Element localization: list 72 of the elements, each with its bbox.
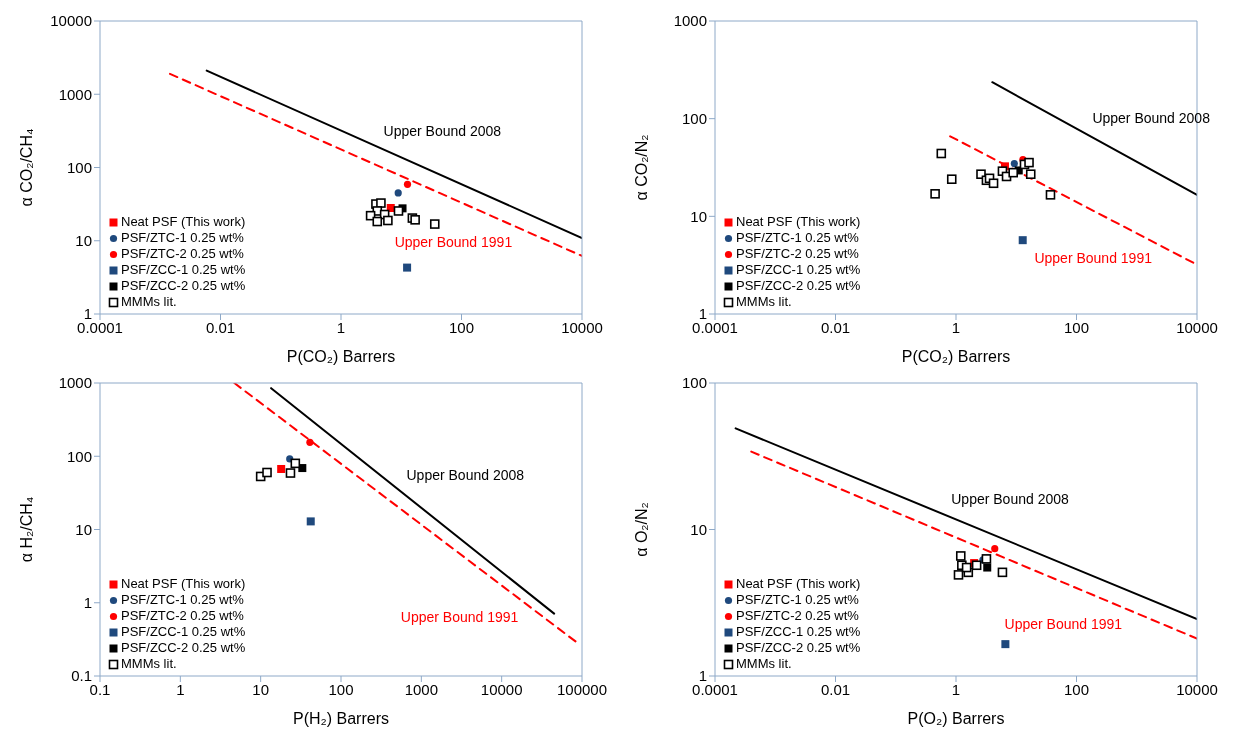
y-axis-title: α O₂/N₂ bbox=[632, 502, 650, 557]
series-label: Upper Bound 2008 bbox=[383, 122, 502, 139]
x-tick-label: 10000 bbox=[561, 318, 603, 336]
series-label: Upper Bound 1991 bbox=[1034, 250, 1153, 267]
legend-label: PSF/ZTC-2 0.25 wt% bbox=[121, 246, 244, 262]
legend-label: PSF/ZTC-1 0.25 wt% bbox=[121, 230, 244, 246]
series-label: Upper Bound 2008 bbox=[1092, 109, 1211, 126]
y-tick-label: 1000 bbox=[58, 374, 92, 392]
y-tick-label: 10 bbox=[75, 520, 92, 538]
x-tick-label: 100 bbox=[328, 680, 354, 698]
y-tick-label: 100 bbox=[66, 158, 92, 176]
series-label: Upper Bound 2008 bbox=[406, 466, 525, 483]
x-axis-title: P(O₂) Barrers bbox=[907, 710, 1005, 727]
x-tick-label: 100 bbox=[1063, 318, 1090, 336]
x-tick-label: 10000 bbox=[1176, 680, 1218, 698]
legend-label: PSF/ZCC-1 0.25 wt% bbox=[736, 262, 861, 278]
y-tick-label: 100 bbox=[681, 109, 707, 127]
legend-label: PSF/ZCC-2 0.25 wt% bbox=[121, 278, 246, 294]
y-tick-label: 100 bbox=[681, 374, 707, 392]
y-axis-title: α CO₂/CH₄ bbox=[17, 128, 35, 207]
series-label: Upper Bound 2008 bbox=[951, 491, 1069, 508]
legend-label: PSF/ZTC-1 0.25 wt% bbox=[736, 230, 859, 246]
x-tick-label: 0.01 bbox=[820, 318, 851, 336]
legend-label: PSF/ZTC-2 0.25 wt% bbox=[736, 246, 859, 262]
series-label: Upper Bound 1991 bbox=[400, 609, 519, 626]
y-tick-label: 1000 bbox=[58, 85, 92, 103]
legend-label: Neat PSF (This work) bbox=[736, 576, 861, 592]
x-tick-label: 100000 bbox=[556, 680, 608, 698]
x-tick-label: 100 bbox=[1063, 680, 1090, 698]
y-tick-label: 1 bbox=[83, 594, 92, 612]
legend-label: PSF/ZCC-2 0.25 wt% bbox=[736, 278, 861, 294]
x-tick-label: 0.01 bbox=[205, 318, 236, 336]
series-label: Upper Bound 1991 bbox=[394, 233, 513, 250]
y-tick-label: 10 bbox=[75, 232, 92, 250]
legend-label: PSF/ZCC-1 0.25 wt% bbox=[736, 624, 861, 640]
series-label: Upper Bound 1991 bbox=[1004, 615, 1123, 632]
legend-label: PSF/ZCC-1 0.25 wt% bbox=[121, 624, 246, 640]
legend-label: PSF/ZCC-1 0.25 wt% bbox=[121, 262, 246, 278]
x-tick-label: 1 bbox=[336, 318, 346, 336]
legend-label: PSF/ZTC-2 0.25 wt% bbox=[121, 608, 244, 624]
legend-label: Neat PSF (This work) bbox=[121, 214, 246, 230]
y-axis-title: α H₂/CH₄ bbox=[17, 496, 35, 563]
y-tick-label: 10 bbox=[690, 520, 707, 538]
legend-label: MMMs lit. bbox=[736, 656, 792, 672]
legend-label: PSF/ZCC-2 0.25 wt% bbox=[121, 640, 246, 656]
legend-label: MMMs lit. bbox=[121, 294, 177, 310]
x-tick-label: 1 bbox=[951, 680, 961, 698]
y-tick-label: 100 bbox=[66, 447, 92, 465]
x-tick-label: 1000 bbox=[404, 680, 439, 698]
legend-label: PSF/ZCC-2 0.25 wt% bbox=[736, 640, 861, 656]
x-tick-label: 100 bbox=[448, 318, 475, 336]
x-axis-title: P(H₂) Barrers bbox=[293, 710, 389, 727]
legend-label: MMMs lit. bbox=[121, 656, 177, 672]
legend-label: PSF/ZTC-1 0.25 wt% bbox=[121, 592, 244, 608]
x-tick-label: 0.01 bbox=[820, 680, 851, 698]
x-axis-title: P(CO₂) Barrers bbox=[901, 348, 1011, 365]
legend-label: MMMs lit. bbox=[736, 294, 792, 310]
y-axis-title: α CO₂/N₂ bbox=[632, 134, 650, 201]
legend-label: Neat PSF (This work) bbox=[121, 576, 246, 592]
legend-label: PSF/ZTC-1 0.25 wt% bbox=[736, 592, 859, 608]
x-tick-label: 1 bbox=[176, 680, 185, 698]
x-tick-label: 1 bbox=[951, 318, 961, 336]
x-tick-label: 10 bbox=[252, 680, 270, 698]
x-tick-label: 10000 bbox=[1176, 318, 1218, 336]
legend-label: Neat PSF (This work) bbox=[736, 214, 861, 230]
y-tick-label: 0.1 bbox=[71, 667, 92, 685]
legend-label: PSF/ZTC-2 0.25 wt% bbox=[736, 608, 859, 624]
x-tick-label: 10000 bbox=[480, 680, 523, 698]
y-tick-label: 10 bbox=[690, 207, 707, 225]
y-tick-label: 10000 bbox=[50, 12, 92, 30]
y-tick-label: 1000 bbox=[673, 12, 707, 30]
x-axis-title: P(CO₂) Barrers bbox=[286, 348, 396, 365]
